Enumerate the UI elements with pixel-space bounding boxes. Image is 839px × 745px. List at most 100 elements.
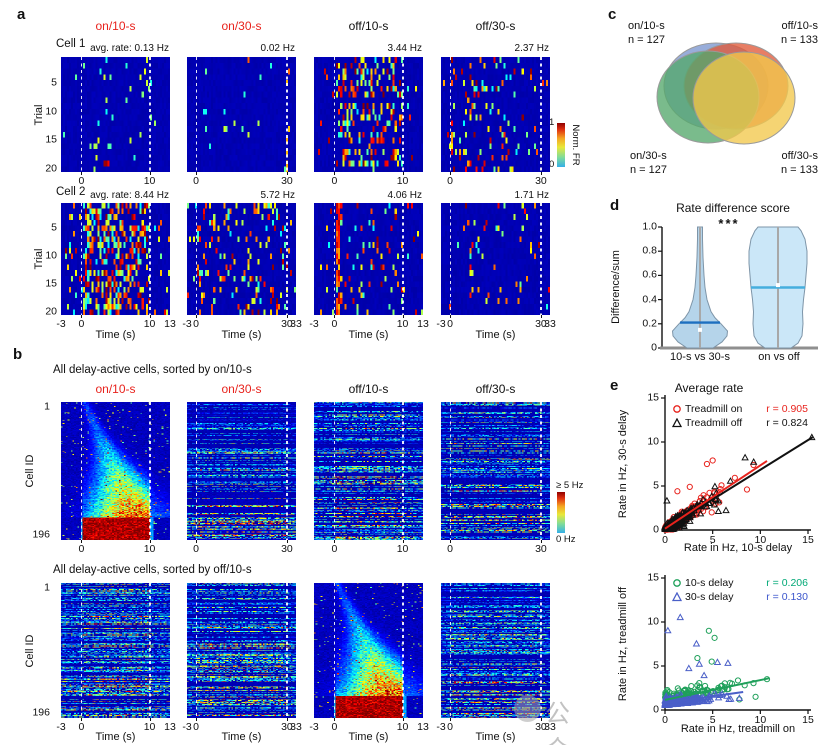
panel-a-xtick: 0 [78, 318, 85, 330]
colorbar-a-label: Norm. FR [569, 124, 581, 166]
a-0-3-delay-line-0 [449, 57, 452, 172]
panel-b-col-title-0: on/10-s [95, 382, 136, 396]
avg-rate-cell1-0: avg. rate: 0.13 Hz [90, 43, 169, 54]
b-1-0-tick-0 [81, 718, 83, 721]
avg-rate-cell2-3: 1.71 Hz [514, 190, 549, 201]
a-0-1-tick-0 [196, 172, 198, 175]
legend-e-top-marker-1 [672, 418, 682, 428]
venn-label-off30: off/30-s n = 133 [780, 150, 818, 176]
panel-a-xtick: -3 [309, 318, 319, 330]
heatmap-a-cell2-off/30-s [441, 203, 550, 315]
colorbar-b-max: ≥ 5 Hz [556, 480, 584, 491]
scatter-bottom [661, 575, 811, 714]
panel-a-ytick: 5 [51, 76, 57, 89]
legend-e-bottom-rvalue-0: r = 0.206 [766, 577, 808, 589]
venn-diagram [656, 42, 796, 145]
heatmap-a-cell1-off/10-s [314, 57, 423, 172]
a-1-3-tick-0 [450, 315, 452, 318]
panel-a-xtick: 30 [535, 175, 547, 187]
b-0-1-delay-line-1 [286, 402, 288, 540]
panel-b-label: b [13, 346, 23, 363]
colorbar-a [557, 123, 565, 167]
panel-a-ytick: 10 [45, 105, 57, 118]
avg-rate-cell2-0: avg. rate: 8.44 Hz [90, 190, 169, 201]
venn-label-on30: on/30-s n = 127 [630, 150, 668, 176]
panel-e-top-ylabel: Rate in Hz, 30-s delay [617, 409, 630, 519]
heatmap-a-cell1-on/30-s [187, 57, 296, 172]
panel-a-xtick: 30 [281, 318, 293, 330]
panel-d-ytick: 1.0 [642, 220, 657, 233]
b-1-3-tick-0 [450, 718, 452, 721]
b-1-0-delay-line-1 [149, 583, 151, 718]
panel-b-xtick: -3 [309, 721, 319, 733]
b-0-0-tick-1 [149, 540, 151, 543]
panel-b-xaxis-label: Time (s) [348, 731, 389, 743]
panel-d-ytick: 0.6 [642, 268, 657, 281]
a-1-3-tick-1 [540, 315, 542, 318]
scatter-bottom-ytick: 10 [647, 615, 659, 628]
panel-b-xaxis-label: Time (s) [221, 731, 262, 743]
heatmap-b-row2-on/10-s [61, 583, 170, 718]
panel-b-col-title-1: on/30-s [221, 382, 262, 396]
panel-b-ytick-top: 1 [44, 400, 50, 413]
b-0-3-tick-1 [540, 540, 542, 543]
panel-d-ytick: 0.2 [642, 317, 657, 330]
b-1-2-tick-1 [402, 718, 404, 721]
a-1-2-delay-line-1 [402, 203, 404, 315]
panel-a-xtick: 0 [331, 175, 338, 187]
a-1-1-delay-line-1 [286, 203, 288, 315]
heatmap-a-cell2-on/10-s [61, 203, 170, 315]
panel-a-xtick: 13 [164, 318, 176, 330]
legend-e-top-rvalue-0: r = 0.905 [766, 403, 808, 415]
panel-b-row1-title: All delay-active cells, sorted by on/10-… [53, 364, 252, 376]
a-1-2-tick-0 [334, 315, 336, 318]
panel-a-xaxis-label: Time (s) [348, 329, 389, 341]
panel-c-label: c [608, 6, 617, 23]
panel-e-bottom-xlabel: Rate in Hz, treadmill on [680, 723, 796, 735]
b-0-0-delay-line-0 [80, 402, 83, 540]
b-1-1-tick-0 [196, 718, 198, 721]
a-0-0-delay-line-1 [149, 57, 151, 172]
panel-b-xtick: 0 [447, 721, 453, 733]
panel-e-top-xlabel: Rate in Hz, 10-s delay [683, 542, 793, 554]
venn-set-off/30-s [692, 51, 796, 145]
a-0-3-tick-0 [450, 172, 452, 175]
panel-b-ytick-top: 1 [44, 581, 50, 594]
panel-a-ytick: 10 [45, 249, 57, 262]
panel-a-xtick: 0 [447, 318, 453, 330]
b-0-0-tick-0 [81, 540, 83, 543]
panel-a-col-title-2: off/10-s [348, 19, 389, 33]
scatter-bottom-ytick: 5 [653, 659, 659, 672]
a-1-2-delay-line-0 [333, 203, 336, 315]
panel-a-xtick: 0 [447, 175, 453, 187]
colorbar-a-min: 0 [549, 159, 555, 170]
panel-d-ytick: 0.4 [642, 293, 657, 306]
heatmap-b-row1-on/30-s [187, 402, 296, 540]
panel-d-ytick: 0 [651, 341, 657, 354]
panel-b-col-title-2: off/10-s [348, 382, 389, 396]
b-0-2-tick-0 [334, 540, 336, 543]
heatmap-b-row1-on/10-s [61, 402, 170, 540]
heatmap-b-row1-off/10-s [314, 402, 423, 540]
heatmap-b-row2-on/30-s [187, 583, 296, 718]
panel-e-top-title: Average rate [674, 381, 744, 395]
legend-e-top-marker-0 [673, 405, 681, 413]
a-1-0-tick-0 [81, 315, 83, 318]
panel-b-xtick: 0 [447, 543, 453, 555]
b-1-1-tick-1 [286, 718, 288, 721]
panel-a-ytick: 15 [45, 133, 57, 146]
scatter-top-ytick: 5 [653, 479, 659, 492]
significance-stars: *** [718, 216, 740, 231]
panel-d-label: d [610, 197, 620, 214]
scatter-bottom-ytick: 0 [653, 703, 659, 716]
panel-e-label: e [610, 377, 619, 394]
b-0-1-tick-0 [196, 540, 198, 543]
panel-a-xaxis-label: Time (s) [95, 329, 136, 341]
b-1-2-delay-line-1 [402, 583, 404, 718]
panel-a-xtick: 0 [331, 318, 338, 330]
b-0-1-tick-1 [286, 540, 288, 543]
heatmap-a-cell1-off/30-s [441, 57, 550, 172]
legend-e-bottom-marker-1 [672, 592, 682, 602]
a-1-3-delay-line-1 [540, 203, 542, 315]
legend-e-bottom-label-1: 30-s delay [685, 591, 734, 603]
